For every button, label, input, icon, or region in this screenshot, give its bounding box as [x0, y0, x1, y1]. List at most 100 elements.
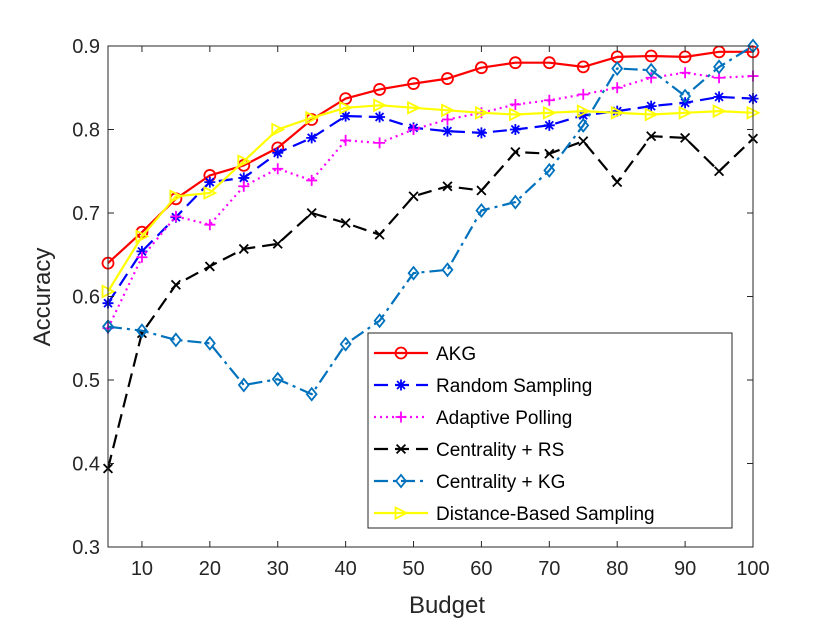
data-point — [135, 323, 148, 339]
data-point — [679, 88, 692, 104]
data-point — [578, 136, 589, 147]
data-point — [238, 243, 249, 254]
legend-item: AKG — [374, 344, 476, 365]
data-point — [203, 335, 216, 351]
data-point — [340, 217, 351, 229]
data-point — [576, 60, 590, 74]
data-point — [611, 61, 624, 77]
data-point — [136, 245, 148, 257]
data-point — [713, 91, 725, 103]
data-point — [305, 386, 318, 402]
data-point — [170, 210, 182, 222]
data-point — [542, 56, 556, 70]
data-point — [544, 148, 555, 159]
data-point — [441, 113, 453, 125]
data-point — [407, 100, 422, 115]
data-point — [645, 62, 658, 78]
data-point — [679, 67, 691, 79]
data-point — [646, 131, 657, 142]
data-point — [612, 177, 623, 188]
data-point — [237, 377, 250, 393]
y-tick-label: 0.8 — [72, 120, 100, 142]
data-point — [441, 125, 453, 137]
data-point — [644, 107, 659, 122]
data-point — [238, 172, 250, 184]
data-point — [611, 82, 623, 94]
legend-label: Random Sampling — [436, 376, 592, 397]
data-point — [713, 59, 726, 75]
data-point — [508, 56, 522, 70]
x-tick-label: 20 — [199, 558, 221, 580]
data-point — [714, 166, 725, 177]
data-point — [543, 94, 555, 106]
data-point — [475, 61, 488, 75]
data-point — [204, 261, 215, 272]
y-tick-label: 0.5 — [72, 370, 100, 392]
y-axis-title: Accuracy — [29, 248, 56, 347]
data-point — [475, 105, 489, 120]
series-line — [107, 95, 754, 304]
data-point — [543, 162, 556, 178]
data-point — [543, 119, 555, 131]
data-point — [169, 189, 184, 204]
data-point — [576, 104, 591, 119]
data-point — [509, 124, 521, 135]
x-tick-label: 70 — [538, 558, 560, 580]
data-point — [271, 371, 284, 387]
data-point — [509, 98, 521, 110]
legend-swatch-marker — [395, 443, 407, 455]
data-point — [339, 100, 354, 115]
x-tick-label: 80 — [606, 558, 628, 580]
legend-label: Centrality + KG — [436, 472, 565, 493]
series-line — [107, 71, 754, 329]
data-point — [204, 219, 216, 231]
x-tick-label: 10 — [131, 558, 153, 580]
data-point — [374, 137, 386, 149]
legend-label: AKG — [436, 344, 476, 365]
data-point — [272, 238, 283, 249]
data-point — [271, 122, 286, 137]
legend-swatch-marker — [394, 346, 408, 360]
data-point — [442, 181, 453, 192]
x-tick-label: 50 — [402, 558, 424, 580]
y-tick-label: 0.6 — [72, 287, 100, 309]
data-point — [680, 132, 691, 143]
data-point — [645, 100, 657, 112]
x-axis-title: Budget — [409, 592, 485, 619]
data-point — [475, 127, 487, 139]
data-point — [204, 176, 216, 188]
data-point — [441, 72, 454, 85]
legend-label: Centrality + RS — [436, 440, 564, 461]
data-point — [577, 117, 590, 133]
data-point — [339, 336, 352, 352]
data-point — [306, 174, 318, 186]
data-point — [340, 134, 352, 146]
legend-item: Centrality + KG — [374, 472, 565, 493]
data-point — [170, 279, 181, 290]
legend-swatch-marker — [395, 379, 407, 391]
legend-item: Random Sampling — [374, 376, 592, 397]
data-point — [373, 313, 386, 329]
data-point — [306, 207, 317, 219]
data-point — [510, 147, 521, 158]
data-point — [610, 105, 625, 120]
data-point — [237, 154, 252, 169]
axes: 10 20 30 40 50 60 70 80 90 100 0.3 0.4 0.5 0.6 0.7 0.8 0… — [72, 36, 770, 580]
data-point — [476, 185, 487, 196]
x-tick-label: 40 — [335, 558, 357, 580]
data-point — [577, 88, 589, 100]
data-point — [340, 110, 352, 122]
data-point — [407, 265, 420, 281]
legend-swatch-marker — [394, 506, 409, 520]
data-point — [305, 110, 320, 125]
data-point — [408, 124, 420, 135]
legend-item: Adaptive Polling — [374, 408, 572, 429]
data-point — [611, 105, 623, 117]
data-point — [644, 49, 658, 63]
legend-box — [367, 332, 733, 529]
series-centrality-rs — [102, 131, 759, 474]
legend: AKG Random Sampling Adaptive Polling Centra… — [367, 332, 733, 529]
data-point — [203, 186, 218, 200]
data-point — [577, 109, 589, 121]
